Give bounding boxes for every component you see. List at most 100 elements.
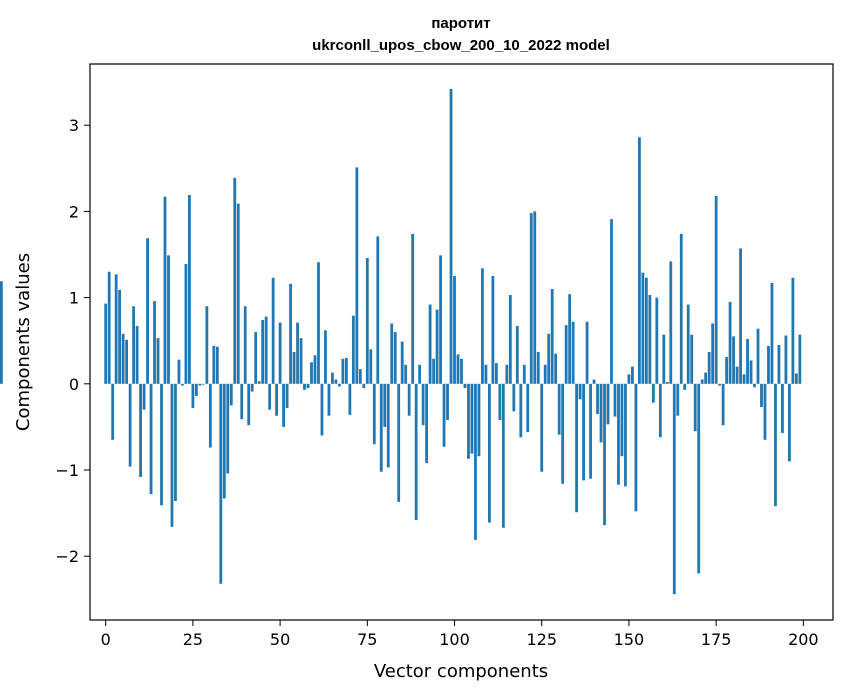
chart-title: паротит xyxy=(431,15,490,32)
bar-22 xyxy=(181,383,184,386)
bar-53 xyxy=(289,283,292,384)
x-tick-label: 25 xyxy=(183,630,203,649)
bar-188 xyxy=(760,383,763,408)
bar-7 xyxy=(128,383,132,467)
bar-198 xyxy=(794,373,798,384)
bar-130 xyxy=(557,383,561,435)
y-tick-label: 1 xyxy=(69,289,79,308)
bar-132 xyxy=(564,325,568,384)
bar-134 xyxy=(571,321,575,384)
bar-191 xyxy=(770,282,774,384)
bar-147 xyxy=(617,383,620,485)
bar-18 xyxy=(167,255,170,384)
bar-19 xyxy=(170,383,174,527)
bar-74 xyxy=(362,383,366,389)
bar-199 xyxy=(798,334,802,384)
bar-100 xyxy=(453,276,456,384)
bar-167 xyxy=(686,304,690,384)
bar-172 xyxy=(704,372,708,384)
bar-60 xyxy=(313,355,317,384)
bar-135 xyxy=(575,383,579,513)
bar-undefined xyxy=(0,281,3,384)
bar-163 xyxy=(672,383,676,595)
bar-111 xyxy=(491,276,495,384)
bar-166 xyxy=(683,383,687,390)
x-axis-label: Vector components xyxy=(374,661,548,682)
x-tick-label: 175 xyxy=(701,630,732,649)
bar-128 xyxy=(550,288,554,384)
bar-9 xyxy=(135,326,139,384)
y-tick-label: 2 xyxy=(69,202,79,221)
bar-110 xyxy=(488,383,491,523)
bar-36 xyxy=(229,383,233,406)
bar-31 xyxy=(212,345,216,384)
bar-83 xyxy=(393,332,397,384)
bar-37 xyxy=(233,177,237,384)
bar-54 xyxy=(292,351,296,384)
bar-5 xyxy=(121,333,125,384)
bar-78 xyxy=(376,236,380,384)
bar-69 xyxy=(344,357,348,384)
bar-79 xyxy=(379,383,383,472)
bar-44 xyxy=(257,381,261,384)
bar-85 xyxy=(400,341,404,384)
bar-108 xyxy=(481,268,484,384)
bar-72 xyxy=(355,167,359,384)
bar-43 xyxy=(254,332,258,384)
bar-118 xyxy=(515,326,519,384)
bar-15 xyxy=(156,338,160,384)
bar-138 xyxy=(585,321,589,384)
bar-97 xyxy=(442,383,446,447)
bar-27 xyxy=(198,383,202,386)
bar-68 xyxy=(341,358,345,384)
bar-13 xyxy=(149,383,153,495)
bar-93 xyxy=(428,304,432,384)
bar-38 xyxy=(236,203,240,384)
bar-140 xyxy=(592,379,596,384)
bar-24 xyxy=(188,195,191,384)
bar-45 xyxy=(261,320,265,384)
bar-10 xyxy=(139,383,142,477)
bar-197 xyxy=(791,277,795,384)
bar-88 xyxy=(411,233,415,384)
bar-169 xyxy=(693,383,697,432)
y-axis-ticks: −2 −1 0 1 2 3 xyxy=(55,116,90,566)
bar-4 xyxy=(118,289,122,384)
bar-151 xyxy=(631,366,634,384)
bar-89 xyxy=(414,383,418,521)
bar-139 xyxy=(589,383,592,479)
bar-195 xyxy=(784,335,788,384)
bar-129 xyxy=(554,353,558,384)
bar-3 xyxy=(114,274,118,384)
bar-8 xyxy=(132,306,135,384)
bar-99 xyxy=(449,89,453,384)
x-tick-label: 0 xyxy=(101,630,111,649)
bar-158 xyxy=(655,297,659,384)
bar-141 xyxy=(596,383,599,414)
bar-192 xyxy=(774,383,777,507)
bar-48 xyxy=(271,277,275,384)
bar-154 xyxy=(641,272,645,384)
y-tick-label: −1 xyxy=(55,461,79,480)
bar-177 xyxy=(721,383,725,426)
y-tick-label: −2 xyxy=(55,547,79,566)
bar-73 xyxy=(358,369,362,384)
y-tick-label: 0 xyxy=(69,375,79,394)
bar-95 xyxy=(435,309,439,384)
bar-63 xyxy=(324,330,327,384)
bar-131 xyxy=(561,383,565,484)
y-tick-label: 3 xyxy=(69,116,79,135)
bar-164 xyxy=(676,383,680,416)
bar-137 xyxy=(582,383,585,481)
bar-157 xyxy=(651,383,655,403)
bar-165 xyxy=(679,233,683,384)
bar-65 xyxy=(331,372,334,384)
bar-122 xyxy=(529,213,533,384)
bar-105 xyxy=(470,383,474,454)
bar-64 xyxy=(327,383,331,416)
x-tick-label: 125 xyxy=(526,630,557,649)
bar-193 xyxy=(777,345,781,384)
plot-frame xyxy=(89,63,834,621)
bar-21 xyxy=(177,359,181,384)
bar-50 xyxy=(278,322,282,384)
